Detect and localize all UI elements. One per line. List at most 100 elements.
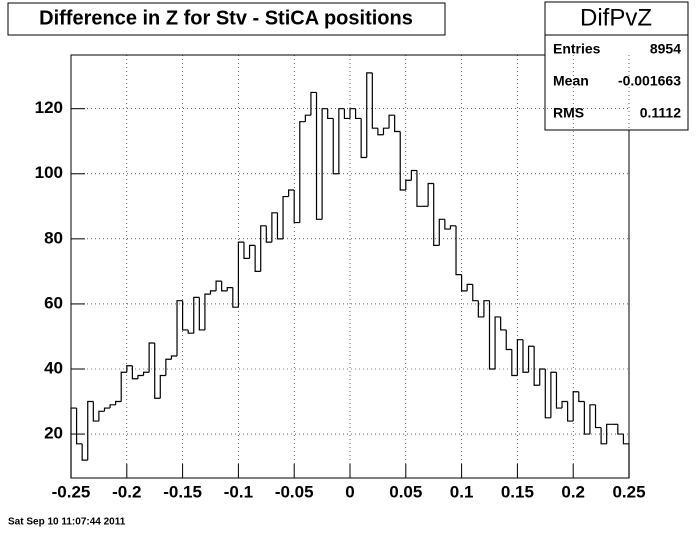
histogram-bin (572, 391, 579, 422)
x-tick-label: -0.2 (112, 482, 141, 501)
histogram-bin (371, 72, 378, 129)
histogram-bin (461, 274, 468, 292)
histogram-bin (315, 92, 323, 220)
x-tick-label: 0.2 (561, 482, 585, 501)
x-tick-label: -0.1 (224, 482, 253, 501)
histogram-bin (500, 316, 507, 331)
histogram-bin (170, 355, 178, 360)
histogram-bin (617, 424, 624, 435)
histogram-bin (555, 372, 563, 409)
histogram-bin (87, 400, 94, 461)
stats-label: RMS (553, 105, 584, 121)
histogram-bin (544, 368, 551, 419)
histogram-bin (115, 400, 122, 405)
histogram-bin (187, 329, 194, 334)
histogram-bin (349, 108, 356, 119)
histogram-bin (377, 128, 384, 136)
histogram-bin (193, 296, 200, 334)
stats-value: 0.1112 (640, 105, 681, 121)
y-tick-label: 100 (35, 163, 63, 182)
histogram-bin (154, 342, 161, 399)
histogram-bin (304, 114, 311, 122)
histogram-bin (137, 374, 144, 379)
histogram-bin (600, 427, 607, 445)
histogram-bin (92, 401, 99, 422)
histogram-bin (176, 300, 183, 356)
histogram-bin (606, 423, 613, 444)
stats-label: Mean (553, 73, 589, 89)
histogram-bin (622, 434, 630, 478)
histogram-bin (265, 225, 272, 243)
histogram-bin (505, 329, 512, 351)
histogram-bin (366, 72, 373, 158)
histogram-bin (237, 241, 244, 308)
y-tick-label: 80 (44, 228, 63, 247)
histogram-bin (438, 218, 445, 246)
histogram-bin (594, 404, 602, 429)
histogram-bin (589, 404, 596, 435)
histogram-bin (165, 358, 172, 376)
histogram-bin (466, 283, 473, 291)
histogram-bin (444, 219, 451, 230)
histogram-bin (109, 404, 116, 409)
histogram-bin (488, 300, 496, 370)
histogram-bin (131, 365, 138, 380)
x-tick-label: 0.15 (501, 482, 534, 501)
histogram-bin (477, 300, 484, 318)
histogram-bin (75, 408, 83, 445)
histogram-bin (522, 339, 529, 373)
histogram-bin (221, 281, 228, 292)
histogram-bin (271, 212, 278, 243)
x-tick-label: 0.25 (612, 482, 645, 501)
histogram-bin (327, 108, 334, 120)
y-tick-label: 60 (44, 293, 63, 312)
histogram-bin (567, 401, 574, 422)
histogram-bin (120, 371, 127, 402)
histogram-bin (583, 401, 590, 435)
histogram-bin (98, 410, 105, 422)
histogram-bin (321, 108, 328, 220)
stats-box (544, 1, 689, 131)
histogram-bin (416, 170, 423, 207)
histogram-bin (103, 407, 111, 412)
histogram-bin (232, 287, 239, 308)
x-tick-label: -0.05 (275, 482, 314, 501)
histogram-bin (148, 342, 155, 373)
histogram-bin (198, 297, 205, 331)
stats-label: Entries (553, 41, 601, 57)
histogram-bin (472, 284, 479, 302)
histogram-bin (310, 91, 317, 116)
histogram-bin (433, 183, 440, 246)
histogram-bin (254, 245, 261, 272)
histogram-bin (226, 287, 233, 291)
histogram-bin (343, 108, 350, 120)
histogram-bin (243, 242, 250, 259)
histogram-bin (427, 182, 434, 207)
histogram-bin (399, 131, 406, 191)
stats-value: -0.001663 (618, 73, 681, 89)
histogram-bin (204, 293, 211, 330)
stats-title: DifPvZ (580, 4, 652, 31)
histogram-bin (332, 118, 339, 175)
x-tick-label: 0.05 (389, 482, 422, 501)
histogram-bin (578, 391, 585, 403)
histogram-bin (282, 195, 289, 239)
histogram-bin (539, 368, 546, 386)
histogram-bin (70, 407, 77, 478)
histogram-bin (455, 225, 462, 276)
timestamp: Sat Sep 10 11:07:44 2011 (8, 517, 126, 528)
histogram-bin (142, 371, 150, 376)
histogram-bin (516, 339, 523, 376)
x-tick-label: 0 (345, 482, 354, 501)
histogram-bin (550, 371, 557, 418)
histogram-bin (483, 300, 490, 317)
histogram-bin (248, 244, 256, 259)
y-tick-label: 20 (44, 424, 63, 443)
histogram-bin (527, 345, 535, 373)
histogram-bin (561, 400, 568, 409)
title-box (7, 2, 446, 36)
histogram-bin (533, 346, 540, 386)
histogram-bin (410, 169, 417, 181)
histogram-bin (81, 443, 88, 461)
histogram-bin (511, 349, 518, 377)
